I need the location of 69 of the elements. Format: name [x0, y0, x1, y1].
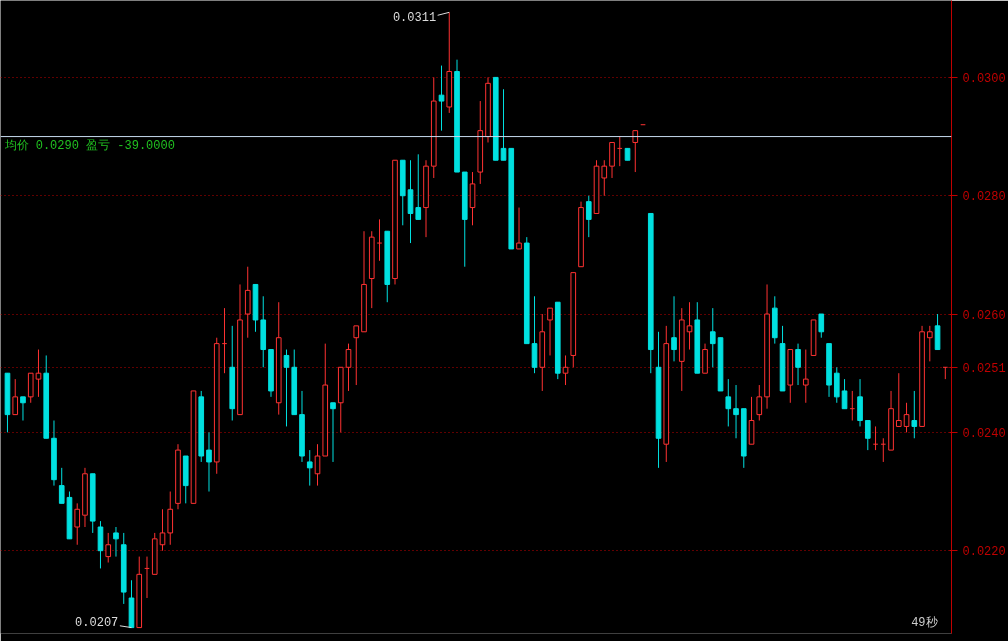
candlestick — [531, 295, 538, 374]
candlestick — [818, 313, 825, 339]
candlestick — [802, 349, 809, 404]
candlestick — [113, 526, 119, 558]
candlestick — [500, 88, 507, 161]
candlestick — [74, 502, 81, 546]
candlestick — [911, 390, 918, 439]
candlestick — [872, 425, 879, 451]
candlestick — [864, 420, 871, 451]
y-tick-label: 0.0220 — [962, 545, 1006, 560]
candlestick — [942, 366, 949, 380]
candlestick — [20, 396, 26, 422]
candlestick — [438, 65, 445, 132]
candlestick — [35, 349, 42, 398]
ref-line-label: 均价 0.0290 盈亏 -39.0000 — [3, 138, 175, 153]
y-tick-label: 0.0260 — [962, 308, 1006, 323]
candlestick — [244, 266, 251, 339]
candlestick — [58, 467, 65, 504]
candlestick — [671, 295, 677, 362]
candlestick — [709, 307, 716, 368]
candlestick — [562, 354, 569, 386]
annotation: 0.0311 — [392, 11, 437, 26]
candlestick — [725, 378, 732, 427]
candlestick — [547, 307, 553, 356]
candlestick — [926, 325, 933, 362]
candlestick — [167, 491, 174, 546]
candlestick — [733, 384, 739, 439]
candlestick — [105, 532, 112, 564]
candlestick — [616, 136, 623, 167]
candlestick — [283, 349, 290, 427]
candlestick — [314, 443, 321, 487]
candlestick — [516, 207, 522, 250]
annotation: 49秒 — [911, 615, 938, 630]
candlestick — [345, 343, 352, 392]
candlestick — [841, 378, 848, 410]
y-tick-label: 0.0251 — [962, 361, 1006, 376]
candlestick — [12, 378, 19, 416]
candlestick — [756, 384, 763, 422]
y-tick-label: 0.0280 — [962, 190, 1006, 205]
annotation: 0.0207 — [75, 615, 119, 630]
candlestick — [97, 520, 104, 569]
candlestick — [609, 141, 615, 179]
candlestick — [376, 218, 383, 262]
candlestick — [407, 159, 414, 244]
candlestick — [585, 195, 592, 238]
candlestick — [601, 159, 608, 197]
y-tick-label: 0.0300 — [962, 71, 1006, 86]
candlestick — [849, 390, 856, 422]
candlestick — [469, 171, 476, 226]
candlestick — [159, 508, 166, 552]
candlestick — [330, 402, 336, 463]
y-tick-label: 0.0240 — [962, 426, 1006, 441]
candlestick — [857, 378, 863, 427]
candlestick — [686, 301, 693, 351]
candlestick — [795, 343, 801, 386]
candlestick — [415, 153, 422, 220]
candlestick — [895, 372, 902, 427]
candlestick — [833, 366, 840, 404]
candlestick — [353, 325, 360, 386]
candlestick — [27, 372, 34, 404]
candlestick — [903, 402, 910, 433]
candlestick — [934, 313, 941, 351]
candlestick — [880, 437, 887, 463]
candlestick — [632, 130, 639, 173]
candlestick — [206, 431, 212, 493]
candlestick — [221, 307, 228, 374]
candlestick — [748, 396, 755, 445]
candlestick — [702, 343, 708, 374]
candlestick — [306, 449, 313, 487]
